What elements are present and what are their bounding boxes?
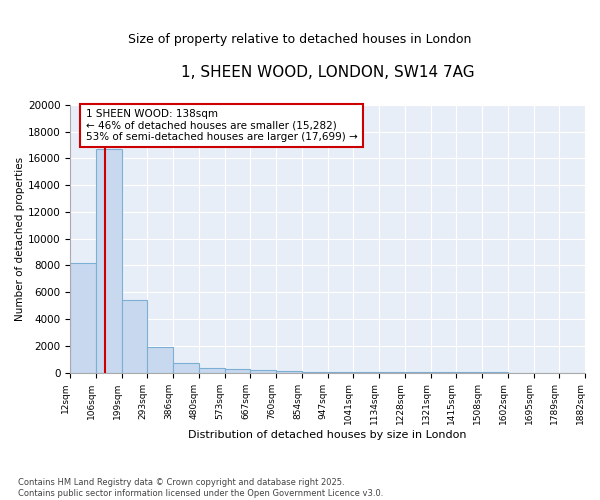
Y-axis label: Number of detached properties: Number of detached properties [15, 156, 25, 321]
Bar [250, 370, 276, 372]
Title: 1, SHEEN WOOD, LONDON, SW14 7AG: 1, SHEEN WOOD, LONDON, SW14 7AG [181, 65, 475, 80]
Bar [122, 300, 148, 372]
Bar [70, 263, 96, 372]
Bar [148, 347, 173, 372]
Bar [199, 368, 224, 372]
Bar [96, 149, 122, 372]
X-axis label: Distribution of detached houses by size in London: Distribution of detached houses by size … [188, 430, 467, 440]
Text: Contains HM Land Registry data © Crown copyright and database right 2025.
Contai: Contains HM Land Registry data © Crown c… [18, 478, 383, 498]
Bar [224, 369, 250, 372]
Bar [173, 362, 199, 372]
Text: Size of property relative to detached houses in London: Size of property relative to detached ho… [128, 32, 472, 46]
Text: 1 SHEEN WOOD: 138sqm
← 46% of detached houses are smaller (15,282)
53% of semi-d: 1 SHEEN WOOD: 138sqm ← 46% of detached h… [86, 109, 358, 142]
